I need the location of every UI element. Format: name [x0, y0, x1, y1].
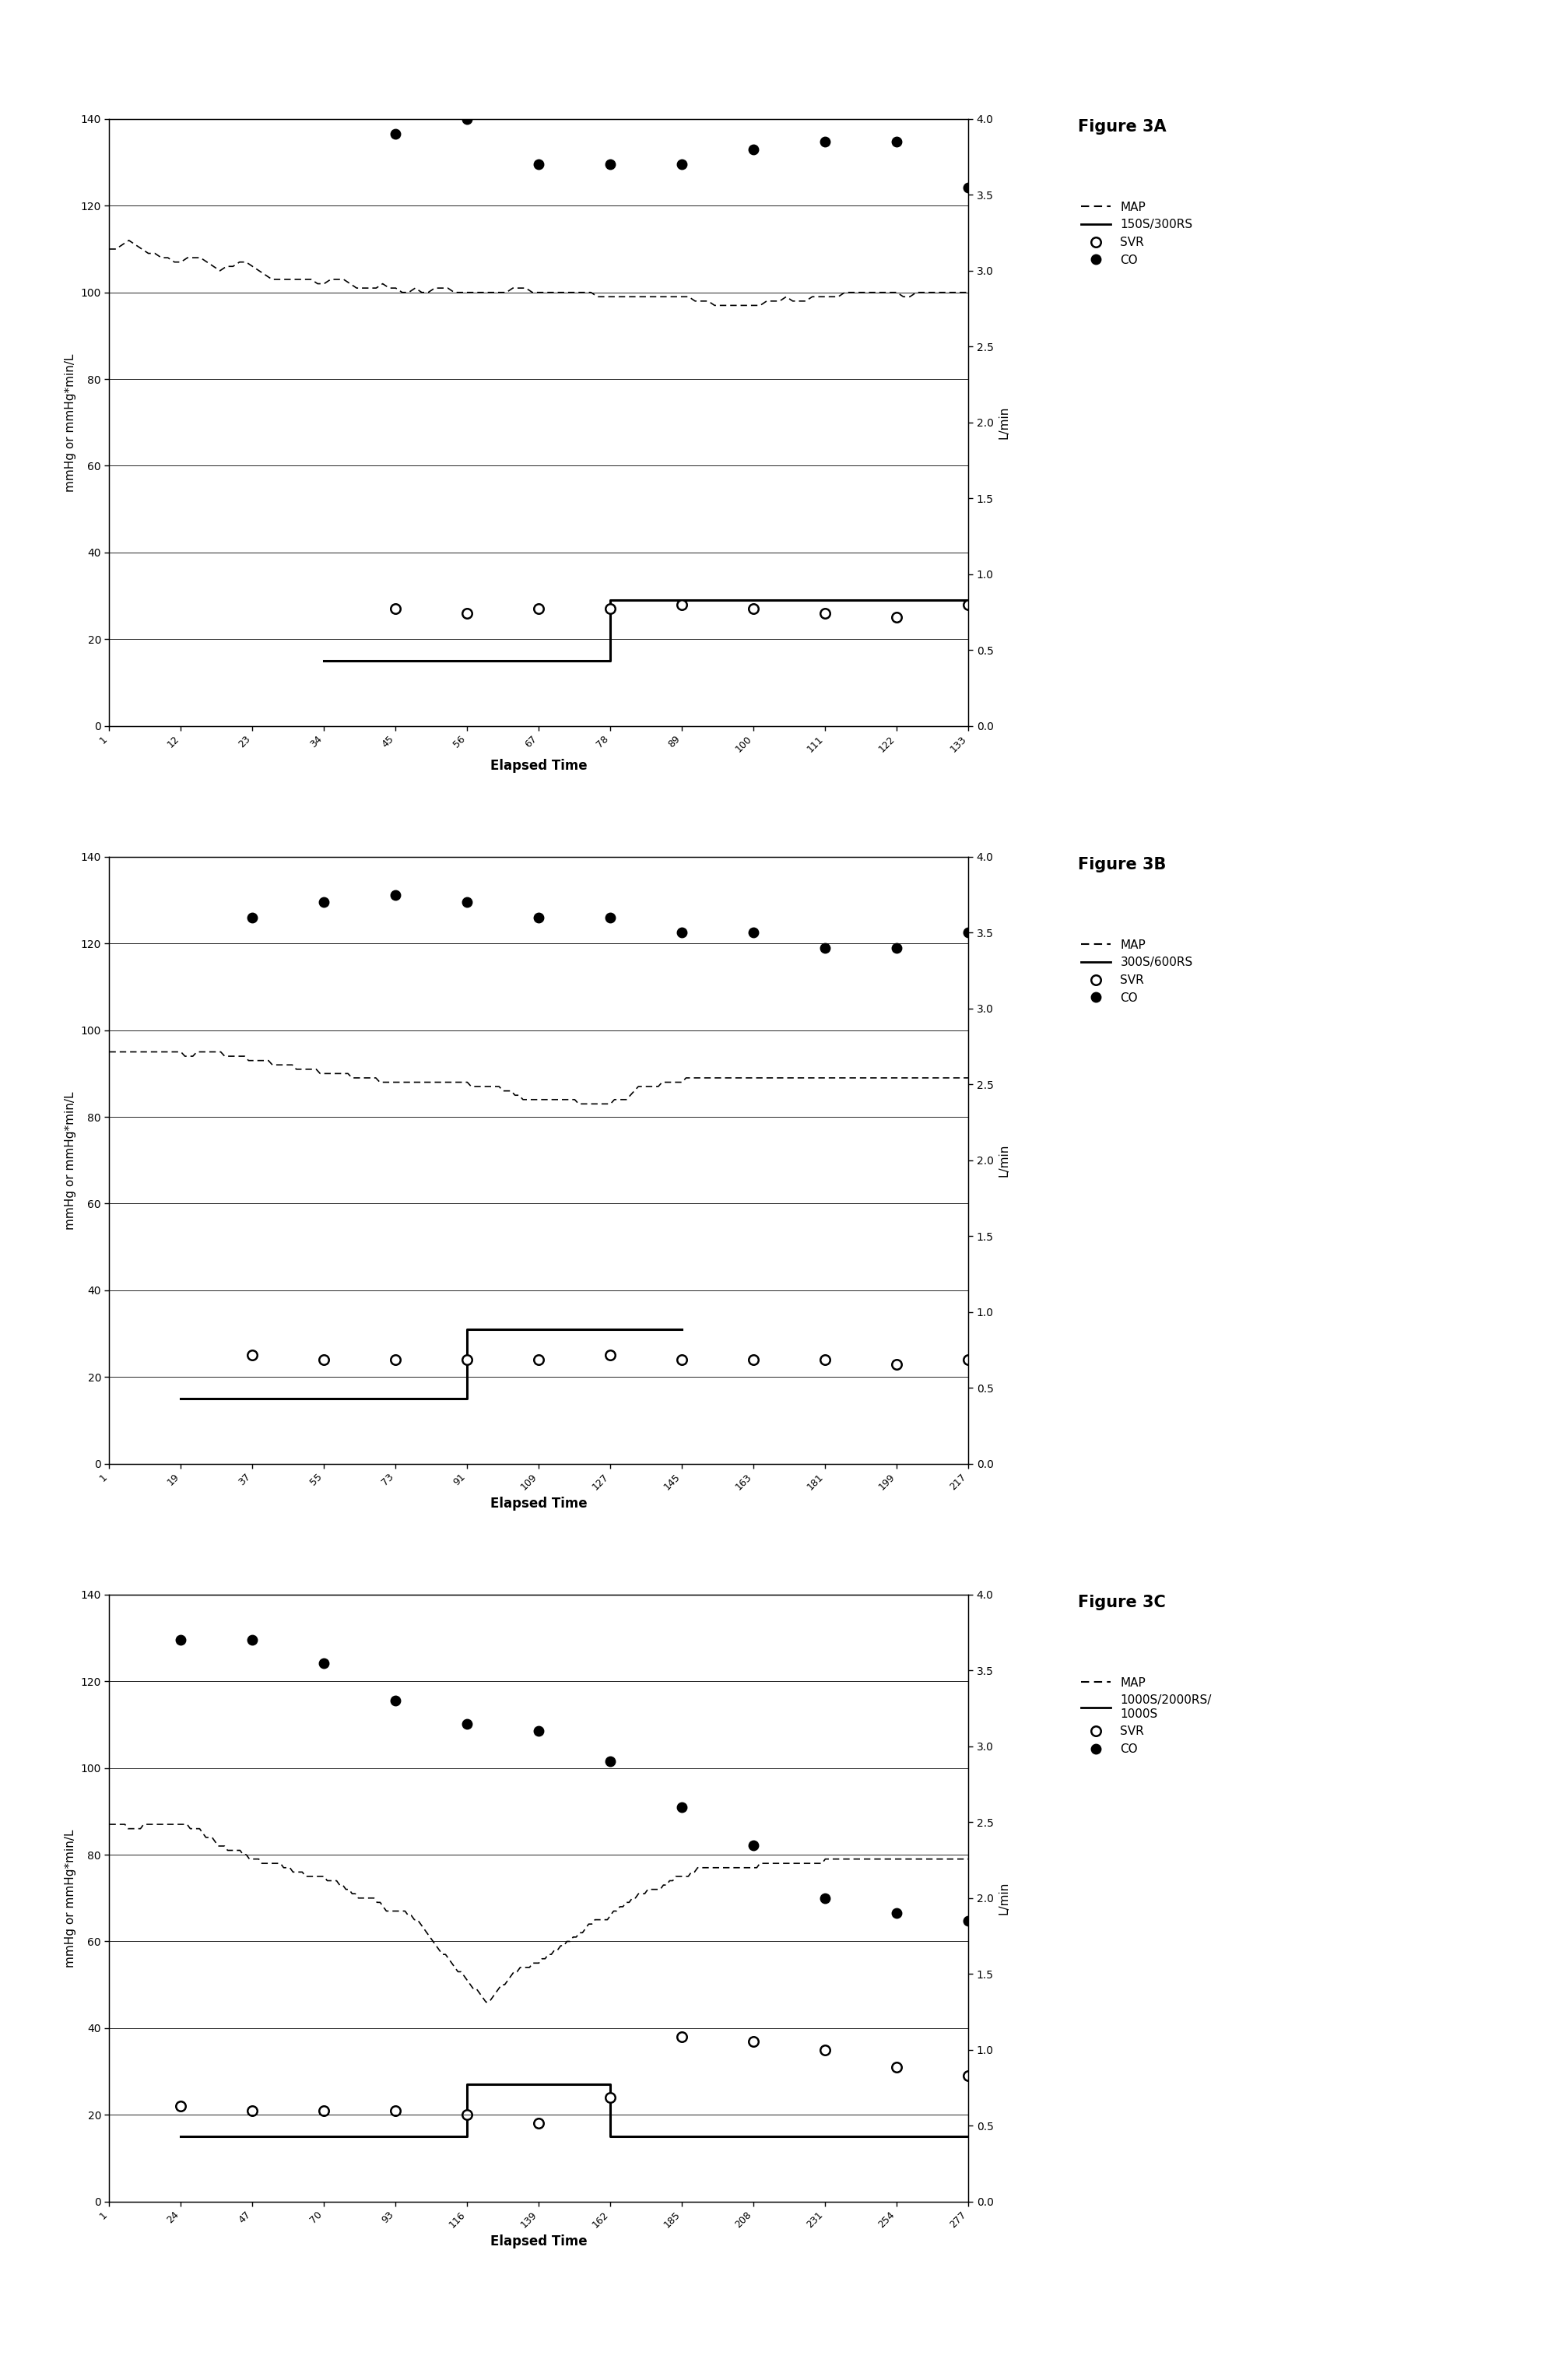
Y-axis label: mmHg or mmHg*min/L: mmHg or mmHg*min/L: [64, 1828, 77, 1968]
Text: Figure 3C: Figure 3C: [1078, 1595, 1165, 1611]
Y-axis label: mmHg or mmHg*min/L: mmHg or mmHg*min/L: [64, 1090, 77, 1230]
Legend: MAP, 1000S/2000RS/
1000S, SVR, CO: MAP, 1000S/2000RS/ 1000S, SVR, CO: [1078, 1673, 1215, 1759]
Y-axis label: L/min: L/min: [998, 407, 1009, 438]
Legend: MAP, 300S/600RS, SVR, CO: MAP, 300S/600RS, SVR, CO: [1078, 935, 1196, 1007]
X-axis label: Elapsed Time: Elapsed Time: [490, 1497, 587, 1511]
Text: Figure 3B: Figure 3B: [1078, 857, 1165, 873]
Legend: MAP, 150S/300RS, SVR, CO: MAP, 150S/300RS, SVR, CO: [1078, 198, 1196, 269]
Y-axis label: L/min: L/min: [998, 1883, 1009, 1914]
Text: Figure 3A: Figure 3A: [1078, 119, 1167, 136]
X-axis label: Elapsed Time: Elapsed Time: [490, 2235, 587, 2249]
Y-axis label: mmHg or mmHg*min/L: mmHg or mmHg*min/L: [64, 352, 77, 493]
X-axis label: Elapsed Time: Elapsed Time: [490, 759, 587, 774]
Y-axis label: L/min: L/min: [998, 1145, 1009, 1176]
